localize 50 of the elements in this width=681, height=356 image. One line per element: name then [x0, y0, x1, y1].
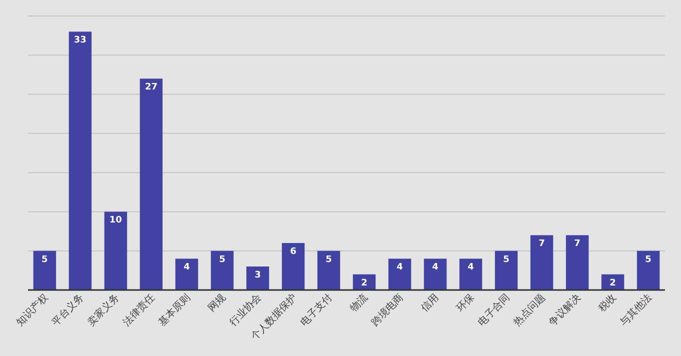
data-label: 4: [396, 262, 403, 273]
bar: [33, 250, 56, 290]
data-label: 3: [254, 270, 261, 281]
x-tick-label: 电子合同: [476, 292, 512, 328]
data-label: 5: [503, 254, 510, 265]
data-label: 5: [42, 254, 48, 265]
bar: [317, 250, 340, 290]
x-tick-label: 争议解决: [546, 292, 584, 328]
x-tick-label: 卖家义务: [85, 292, 122, 328]
data-label: 2: [610, 278, 616, 288]
bar: [530, 235, 554, 290]
data-label: 33: [74, 36, 86, 46]
bar: [388, 258, 412, 290]
data-label: 4: [184, 262, 190, 273]
x-tick-label: 与其他法: [618, 292, 654, 328]
data-label: 5: [645, 254, 652, 265]
bar: [494, 250, 518, 290]
x-tick-label: 电子支付: [298, 292, 335, 328]
data-label: 5: [326, 254, 332, 265]
bar: [140, 78, 163, 290]
data-label: 7: [574, 239, 580, 250]
data-label: 27: [144, 82, 158, 93]
data-label: 4: [468, 262, 474, 273]
data-label: 10: [109, 216, 122, 226]
bar: [424, 258, 447, 290]
x-tick-label: 环保: [454, 292, 477, 314]
x-tick-label: 知识产权: [14, 292, 51, 328]
data-label: 6: [290, 247, 296, 258]
x-tick-label: 信用: [418, 292, 442, 314]
x-tick-label: 基本原则: [156, 292, 193, 328]
data-label: 2: [361, 278, 368, 288]
bar: [459, 258, 482, 290]
bar: [282, 243, 305, 290]
x-tick-label: 法律责任: [120, 292, 158, 328]
bar: [210, 250, 234, 290]
bar: [104, 212, 128, 290]
data-label: 5: [219, 254, 226, 265]
x-tick-label: 网规: [206, 292, 228, 314]
bar: [636, 250, 660, 290]
data-label: 4: [432, 262, 438, 273]
bar: [68, 32, 92, 290]
x-tick-label: 热点问题: [511, 292, 548, 328]
x-tick-label: 税收: [596, 292, 619, 314]
x-tick-label: 平台义务: [50, 292, 86, 328]
bar: [246, 266, 270, 290]
bar: [175, 258, 198, 290]
x-tick-label: 物流: [348, 292, 370, 314]
data-label: 7: [538, 239, 545, 250]
x-tick-label: 跨境电商: [369, 292, 406, 328]
bar: [566, 235, 589, 290]
